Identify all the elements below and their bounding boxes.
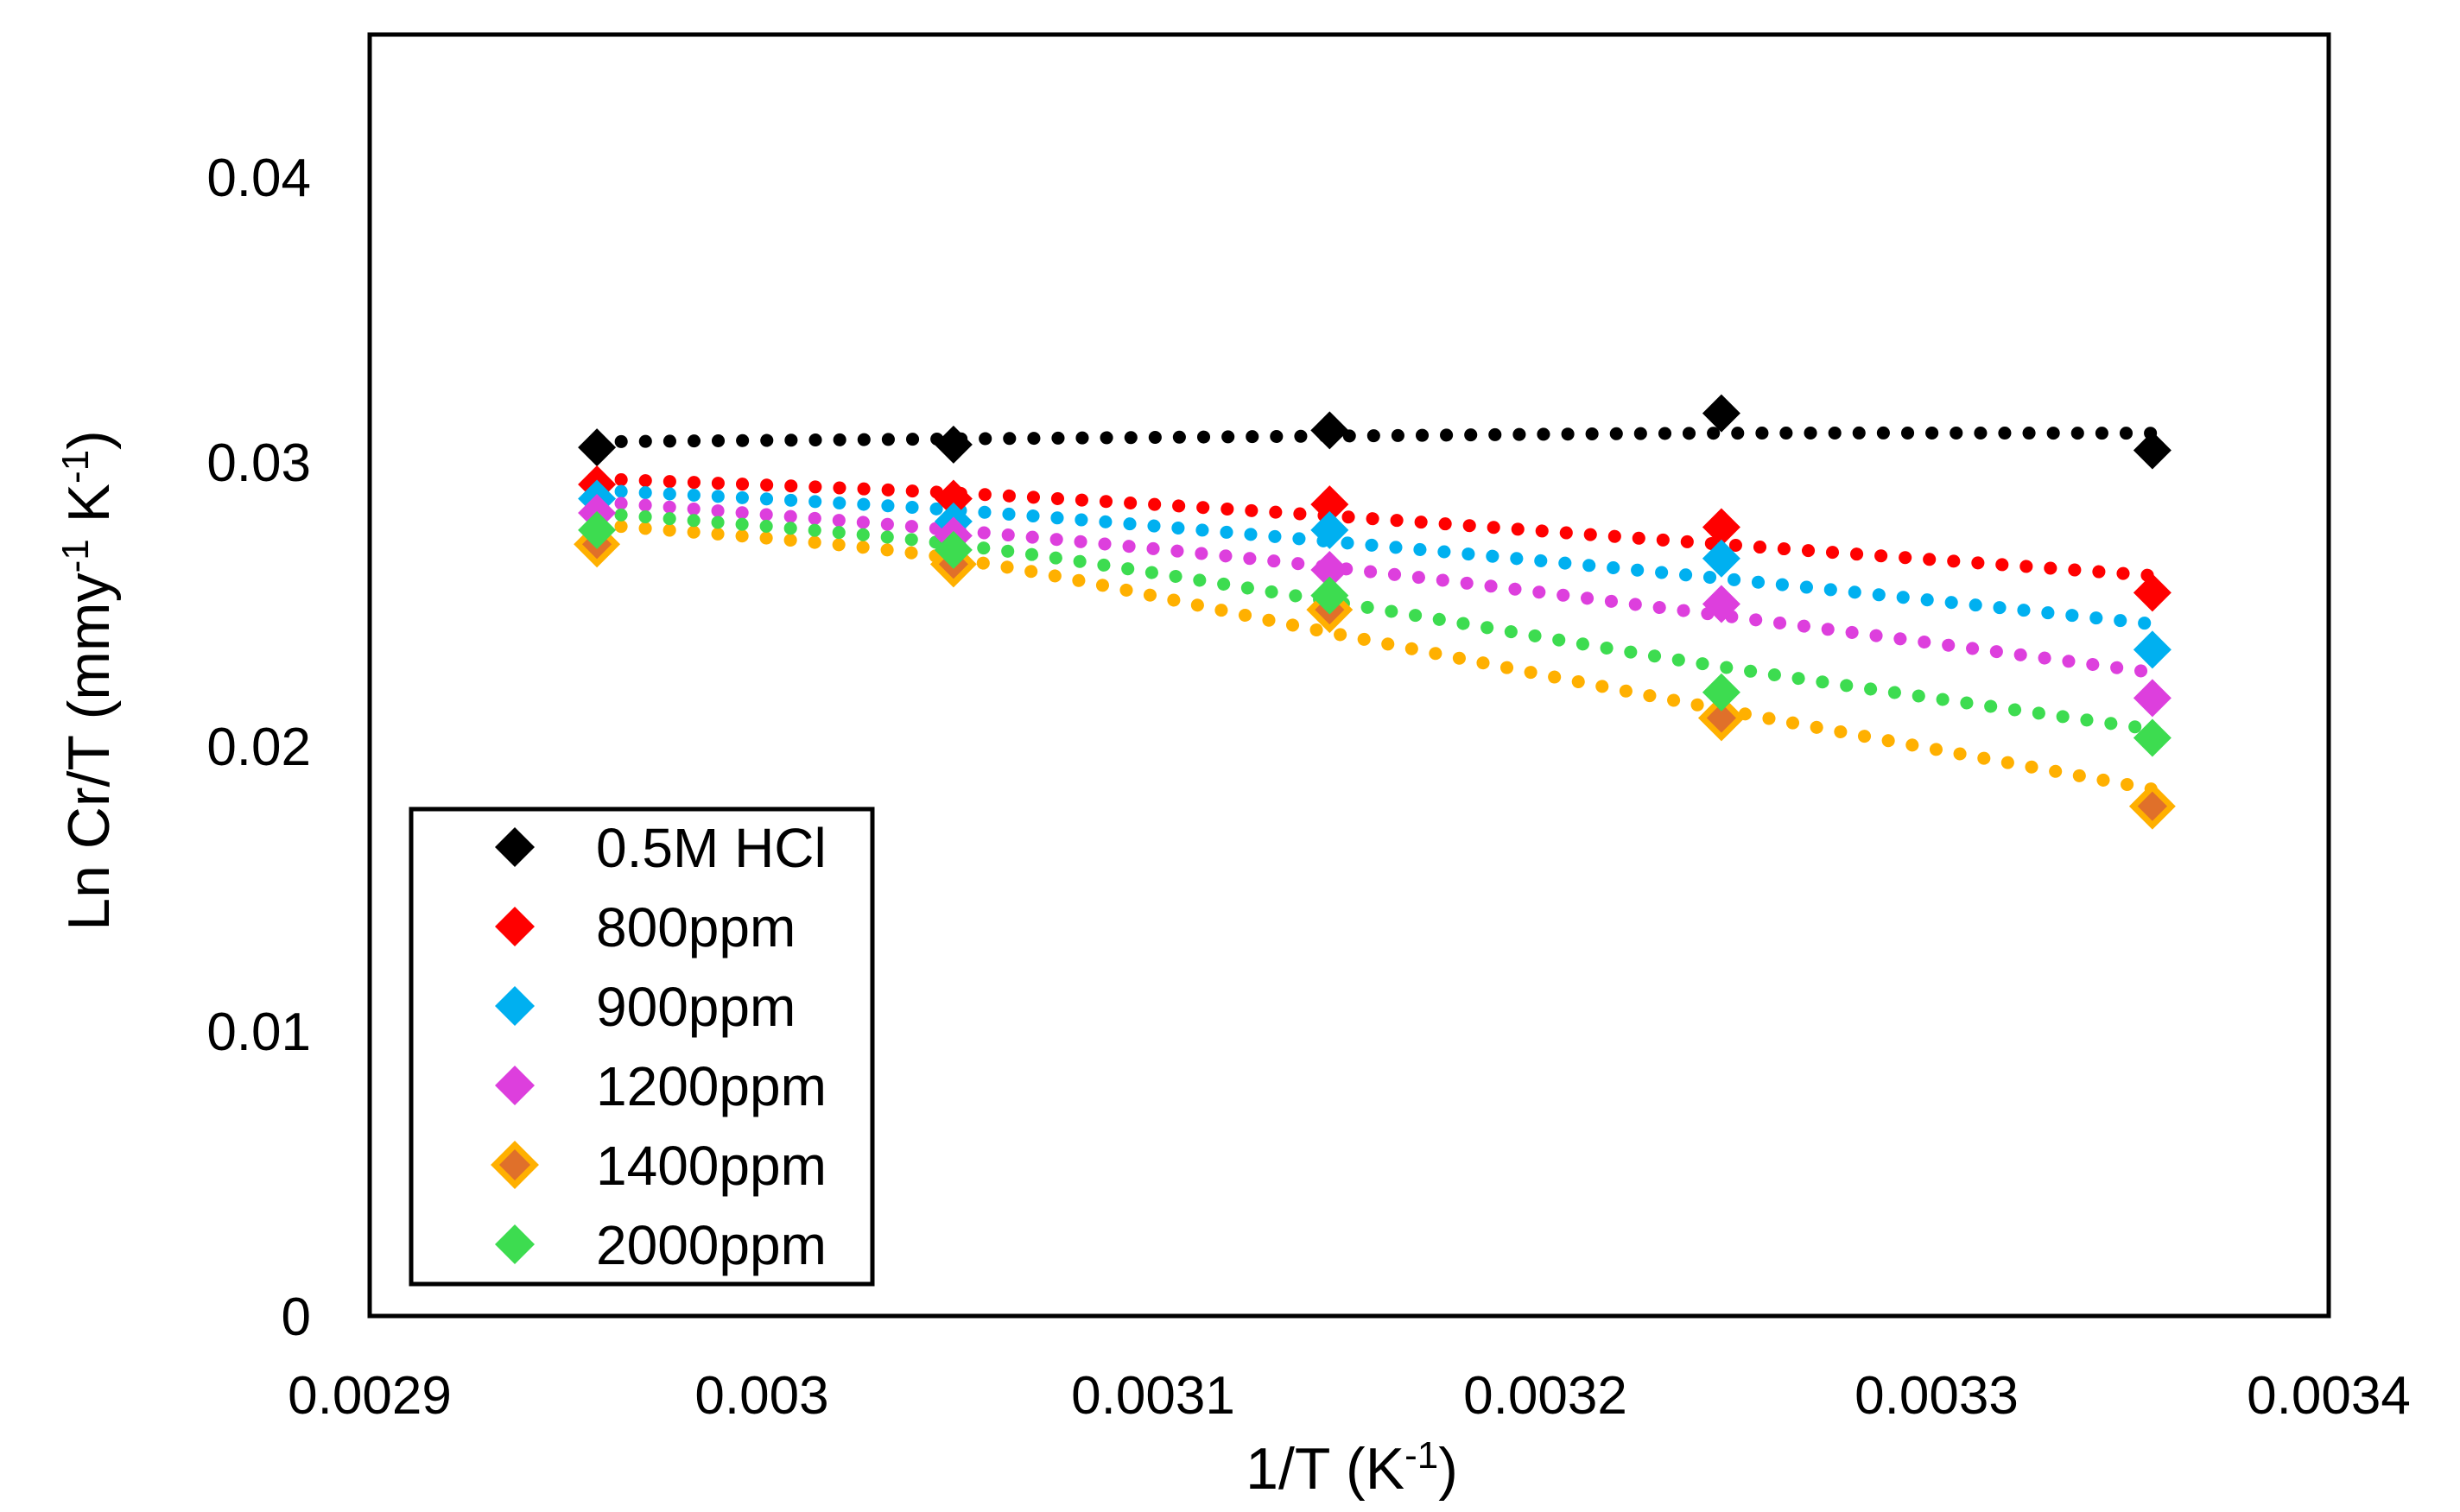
plot-area-frame [367, 32, 2331, 1319]
legend-marker-1400ppm [491, 1141, 539, 1189]
marker-0-5m-hcl-4 [2133, 431, 2172, 470]
y-tick-label: 0.01 [206, 1003, 311, 1062]
y-tick-label: 0.03 [206, 433, 311, 493]
trendline-0-5m-hcl [590, 426, 2159, 449]
x-axis-title: 1/T (K-1) [1246, 1434, 1458, 1503]
legend-label-2000ppm: 2000ppm [596, 1214, 827, 1276]
marker-0-5m-hcl-0 [578, 428, 617, 467]
legend-entry: 1400ppm [491, 1135, 827, 1197]
legend-entry: 800ppm [495, 896, 796, 958]
marker-1200ppm-2 [1310, 550, 1349, 589]
legend-label-1200ppm: 1200ppm [596, 1055, 827, 1117]
legend-marker-2000ppm [495, 1224, 535, 1264]
marker-2000ppm-4 [2133, 718, 2172, 757]
legend-entry: 2000ppm [495, 1214, 827, 1276]
x-tick-label: 0.0032 [1463, 1366, 1627, 1426]
legend-marker-0-5m-hcl [495, 827, 535, 867]
legend-label-0-5m-hcl: 0.5M HCl [596, 817, 827, 879]
marker-800ppm-3 [1702, 508, 1740, 547]
trendline-1200ppm [590, 495, 2159, 680]
trendline-900ppm [590, 484, 2159, 631]
legend: 0.5M HCl 800ppm 900ppm 1200ppm 1400ppm 2… [409, 807, 875, 1287]
y-tick-label: 0 [282, 1287, 311, 1347]
marker-900ppm-3 [1702, 539, 1740, 578]
y-axis-ticks: 0 0.01 0.02 0.03 0.04 [206, 149, 311, 1347]
marker-1400ppm-3 [1697, 694, 1745, 742]
legend-marker-1200ppm [495, 1066, 535, 1105]
marker-800ppm-1 [934, 479, 973, 518]
marker-1200ppm-4 [2133, 679, 2172, 718]
marker-800ppm-2 [1310, 485, 1349, 524]
trendline-1400ppm [590, 517, 2159, 796]
x-tick-label: 0.0031 [1071, 1366, 1235, 1426]
trendline-800ppm [590, 472, 2159, 583]
marker-900ppm-4 [2133, 630, 2172, 669]
x-tick-label: 0.0033 [1855, 1366, 2019, 1426]
marker-0-5m-hcl-2 [1310, 411, 1349, 450]
legend-entry: 1200ppm [495, 1055, 827, 1117]
marker-2000ppm-2 [1310, 576, 1349, 615]
legend-marker-900ppm [495, 986, 535, 1026]
marker-2000ppm-0 [578, 510, 617, 549]
legend-box [409, 807, 875, 1287]
x-tick-label: 0.003 [694, 1366, 828, 1426]
marker-2000ppm-3 [1702, 673, 1740, 712]
y-axis-title: Ln Cr/T (mmy-1 K-1) [54, 430, 123, 930]
marker-800ppm-4 [2133, 573, 2172, 612]
x-axis-ticks: 0.0029 0.003 0.0031 0.0032 0.0033 0.0034 [288, 1366, 2411, 1426]
legend-entry: 900ppm [495, 976, 796, 1038]
legend-entry: 0.5M HCl [495, 817, 827, 879]
marker-1400ppm-4 [2128, 782, 2176, 830]
legend-label-900ppm: 900ppm [596, 976, 796, 1038]
y-tick-label: 0.02 [206, 718, 311, 777]
legend-marker-800ppm [495, 907, 535, 946]
marker-0-5m-hcl-3 [1702, 394, 1740, 433]
y-tick-label: 0.04 [206, 149, 311, 208]
legend-label-800ppm: 800ppm [596, 896, 796, 958]
marker-1200ppm-3 [1702, 585, 1740, 623]
x-tick-label: 0.0029 [288, 1366, 452, 1426]
marker-2000ppm-1 [934, 530, 973, 569]
marker-900ppm-2 [1310, 510, 1349, 549]
marker-0-5m-hcl-1 [934, 425, 973, 464]
legend-label-1400ppm: 1400ppm [596, 1135, 827, 1197]
x-tick-label: 0.0034 [2247, 1366, 2411, 1426]
data-markers [574, 394, 2176, 830]
